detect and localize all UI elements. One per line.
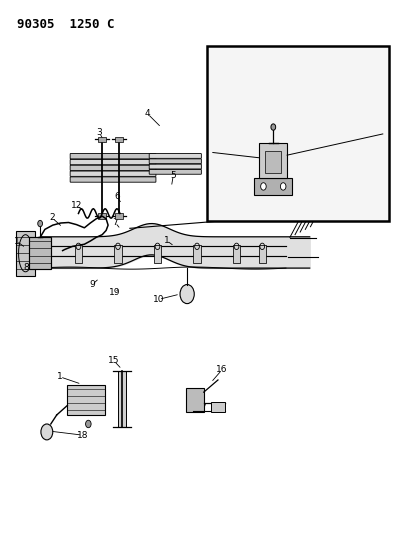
Text: 4: 4 [145, 109, 150, 118]
Bar [16, 231, 35, 276]
Text: 3: 3 [97, 128, 102, 138]
FancyBboxPatch shape [70, 177, 156, 182]
Text: 16: 16 [216, 366, 228, 374]
Bar [98, 136, 106, 142]
FancyBboxPatch shape [70, 154, 156, 159]
Text: 17: 17 [196, 404, 208, 413]
Bar [154, 245, 161, 263]
Bar [193, 245, 201, 263]
Text: 9: 9 [217, 177, 222, 186]
Bar [114, 245, 121, 263]
Bar [118, 371, 126, 426]
Bar [259, 245, 266, 263]
Text: 2: 2 [49, 213, 55, 222]
Circle shape [86, 420, 91, 427]
FancyBboxPatch shape [149, 164, 201, 169]
Circle shape [261, 183, 266, 190]
Bar [115, 214, 123, 219]
Text: 15: 15 [108, 357, 120, 366]
Text: 19: 19 [109, 288, 121, 297]
Text: 14: 14 [307, 154, 318, 163]
FancyBboxPatch shape [149, 169, 201, 174]
Circle shape [38, 220, 43, 227]
Text: 7: 7 [112, 218, 118, 227]
Circle shape [281, 183, 286, 190]
Bar [265, 151, 281, 173]
Bar [211, 402, 225, 412]
FancyBboxPatch shape [70, 159, 156, 165]
FancyBboxPatch shape [149, 159, 201, 164]
Text: 8: 8 [23, 263, 29, 272]
Bar [207, 46, 389, 221]
Text: 1: 1 [164, 236, 170, 245]
FancyBboxPatch shape [70, 171, 156, 176]
Text: 11: 11 [222, 112, 233, 122]
Bar [75, 245, 82, 263]
Text: 12: 12 [281, 99, 293, 108]
Text: 10: 10 [153, 295, 164, 304]
Text: 1: 1 [57, 372, 63, 381]
Bar [115, 136, 123, 142]
Circle shape [41, 424, 53, 440]
Text: 1: 1 [14, 237, 19, 246]
FancyBboxPatch shape [149, 154, 201, 158]
Bar [259, 143, 287, 178]
Text: 18: 18 [77, 431, 88, 440]
Bar [254, 178, 292, 195]
Text: 9: 9 [90, 280, 95, 289]
Text: 13: 13 [302, 125, 314, 134]
Circle shape [180, 285, 194, 304]
Text: 5: 5 [170, 171, 176, 180]
Text: 90305  1250 C: 90305 1250 C [17, 18, 115, 31]
FancyBboxPatch shape [70, 165, 156, 171]
Bar [98, 214, 106, 219]
Bar [233, 245, 240, 263]
Bar [67, 385, 105, 415]
Text: 6: 6 [114, 192, 120, 201]
Text: 12: 12 [71, 201, 82, 210]
Circle shape [271, 124, 276, 130]
Bar [186, 389, 204, 412]
Bar [29, 237, 51, 269]
